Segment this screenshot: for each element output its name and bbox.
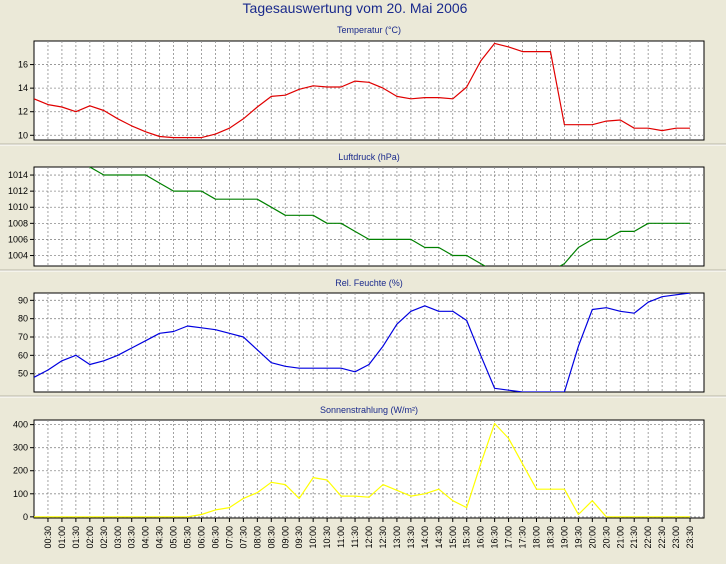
time-axis: 00:30 01:00 01:30 02:00 02:30 03:00 03:30 04:00… bbox=[43, 518, 695, 549]
grid bbox=[34, 293, 704, 392]
y-tick-label: 60 bbox=[18, 350, 28, 360]
y-tick-label: 90 bbox=[18, 295, 28, 305]
x-tick-label: 05:00 bbox=[169, 526, 179, 549]
x-tick-label: 23:00 bbox=[671, 526, 681, 549]
x-tick-label: 20:00 bbox=[587, 526, 597, 549]
x-tick-label: 00:30 bbox=[43, 526, 53, 549]
x-tick-label: 16:30 bbox=[490, 526, 500, 549]
y-tick-label: 1014 bbox=[8, 170, 28, 180]
x-tick-label: 11:00 bbox=[336, 526, 346, 548]
x-tick-label: 18:00 bbox=[532, 526, 542, 549]
x-tick-label: 19:30 bbox=[573, 526, 583, 549]
y-tick-label: 100 bbox=[13, 489, 28, 499]
grid bbox=[34, 167, 704, 266]
chart-panel-4: 0 100 200 300 400 Sonnenstrahlung (W/m²) bbox=[13, 405, 705, 522]
series-line-temperatur-c bbox=[34, 42, 690, 139]
x-tick-label: 01:00 bbox=[57, 526, 67, 549]
x-tick-label: 11:30 bbox=[350, 526, 360, 548]
y-tick-label: 0 bbox=[23, 512, 28, 522]
y-tick-label: 70 bbox=[18, 332, 28, 342]
y-tick-label: 400 bbox=[13, 420, 28, 430]
series-line-rel-feuchte bbox=[34, 293, 691, 392]
chart-panel-2: 1004 1006 1008 1010 1012 1014 Luftdruck (hPa) bbox=[8, 152, 705, 267]
x-tick-label: 07:30 bbox=[238, 526, 248, 549]
x-tick-label: 22:30 bbox=[657, 526, 667, 549]
page-title: Tagesauswertung vom 20. Mai 2006 bbox=[243, 0, 468, 16]
x-tick-label: 08:30 bbox=[266, 526, 276, 549]
x-tick-label: 17:00 bbox=[504, 526, 514, 549]
x-tick-label: 14:30 bbox=[434, 526, 444, 549]
y-tick-label: 1006 bbox=[8, 234, 28, 244]
x-tick-label: 20:30 bbox=[601, 526, 611, 549]
x-tick-label: 06:00 bbox=[197, 526, 207, 549]
x-tick-label: 16:00 bbox=[476, 526, 486, 549]
y-tick-label: 80 bbox=[18, 314, 28, 324]
series-line-sonnenstrahlung-w-m bbox=[34, 422, 690, 518]
x-tick-label: 12:30 bbox=[378, 526, 388, 549]
x-tick-label: 03:30 bbox=[127, 526, 137, 549]
x-tick-label: 04:30 bbox=[155, 526, 165, 549]
x-tick-label: 07:00 bbox=[224, 526, 234, 549]
chart-panel-3: 50 60 70 80 90 Rel. Feuchte (%) bbox=[18, 278, 705, 393]
x-tick-label: 02:30 bbox=[99, 526, 109, 549]
y-tick-label: 1012 bbox=[8, 186, 28, 196]
y-tick-label: 1008 bbox=[8, 218, 28, 228]
x-tick-label: 21:30 bbox=[629, 526, 639, 549]
x-tick-label: 10:00 bbox=[308, 526, 318, 549]
x-tick-label: 19:00 bbox=[559, 526, 569, 549]
panel-title: Rel. Feuchte (%) bbox=[335, 278, 403, 288]
x-tick-label: 09:00 bbox=[280, 526, 290, 549]
y-tick-label: 200 bbox=[13, 466, 28, 476]
x-tick-label: 02:00 bbox=[85, 526, 95, 549]
series-line-luftdruck-hpa bbox=[88, 167, 690, 266]
x-tick-label: 13:00 bbox=[392, 526, 402, 549]
y-tick-label: 50 bbox=[18, 369, 28, 379]
y-tick-label: 14 bbox=[18, 83, 28, 93]
x-tick-label: 04:00 bbox=[141, 526, 151, 549]
x-tick-label: 15:30 bbox=[462, 526, 472, 549]
x-tick-label: 23:30 bbox=[685, 526, 695, 549]
y-tick-label: 1010 bbox=[8, 202, 28, 212]
x-tick-label: 09:30 bbox=[294, 526, 304, 549]
y-tick-label: 12 bbox=[18, 107, 28, 117]
x-tick-label: 14:00 bbox=[420, 526, 430, 549]
panel-title: Sonnenstrahlung (W/m²) bbox=[320, 405, 418, 415]
chart-panel-1: 10 12 14 16 Temperatur (°C) bbox=[18, 25, 705, 141]
x-tick-label: 03:00 bbox=[113, 526, 123, 549]
grid bbox=[34, 41, 704, 140]
y-tick-label: 10 bbox=[18, 130, 28, 140]
x-tick-label: 17:30 bbox=[518, 526, 528, 549]
y-tick-label: 16 bbox=[18, 60, 28, 70]
x-tick-label: 06:30 bbox=[210, 526, 220, 549]
x-tick-label: 12:00 bbox=[364, 526, 374, 549]
y-tick-label: 300 bbox=[13, 443, 28, 453]
y-tick-label: 1004 bbox=[8, 251, 28, 261]
x-tick-label: 05:30 bbox=[183, 526, 193, 549]
x-tick-label: 22:00 bbox=[643, 526, 653, 549]
x-tick-label: 08:00 bbox=[252, 526, 262, 549]
x-tick-label: 21:00 bbox=[615, 526, 625, 549]
panel-title: Temperatur (°C) bbox=[337, 25, 401, 35]
grid bbox=[34, 420, 704, 518]
panel-title: Luftdruck (hPa) bbox=[338, 152, 400, 162]
x-tick-label: 15:00 bbox=[448, 526, 458, 549]
x-tick-label: 18:30 bbox=[545, 526, 555, 549]
x-tick-label: 13:30 bbox=[406, 526, 416, 549]
x-tick-label: 01:30 bbox=[71, 526, 81, 549]
x-tick-label: 10:30 bbox=[322, 526, 332, 549]
